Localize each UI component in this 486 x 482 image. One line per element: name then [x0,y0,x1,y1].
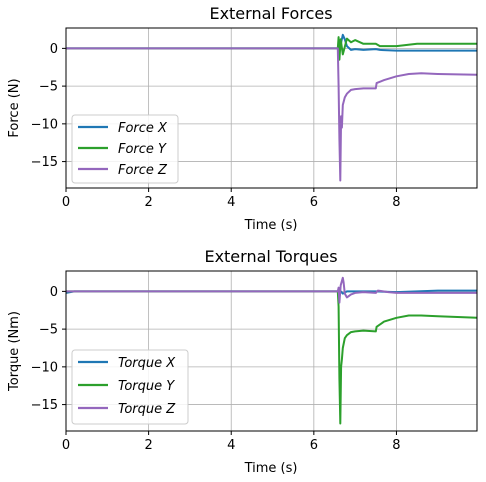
torques-legend-box [71,349,189,425]
y-tick-label: −5 [39,323,58,338]
x-tick-label: 6 [310,438,318,453]
legend-label-torque-y: Torque Y [118,379,175,394]
forces-legend-box [71,114,179,184]
x-tick-label: 2 [144,195,152,210]
torques-title: External Torques [204,247,337,266]
x-tick-label: 0 [62,438,70,453]
y-tick-label: −15 [31,155,58,170]
x-tick-label: 4 [227,438,235,453]
y-tick-label: 0 [50,42,58,57]
x-tick-label: 0 [62,195,70,210]
legend-label-torque-z: Torque Z [118,402,176,417]
series-line-force-z [66,47,478,182]
torques-plot-area [65,276,478,425]
x-tick-label: 8 [392,438,400,453]
torques-y-axis-label: Torque (Nm) [7,311,22,392]
series-line-force-y [66,36,477,61]
forces-legend: Force X Force Y Force Z [71,114,179,184]
torques-legend: Torque X Torque Y Torque Z [71,349,189,425]
legend-label-torque-x: Torque X [118,356,176,371]
forces-x-ticks: 0 2 4 6 8 [62,188,401,210]
forces-y-axis-label: Force (N) [7,78,22,137]
y-tick-label: −10 [31,360,58,375]
torques-x-axis-label: Time (s) [244,461,298,476]
torques-subplot: External Torques 0 2 4 6 8 0 −5 −10 −15 Time (s… [7,247,478,476]
forces-axes-frame [65,27,478,189]
forces-x-axis-label: Time (s) [244,218,298,233]
x-tick-label: 8 [392,195,400,210]
series-line-torque-y [66,290,478,425]
x-tick-label: 6 [310,195,318,210]
forces-plot-area [66,33,478,182]
y-tick-label: −5 [39,80,58,95]
x-tick-label: 4 [227,195,235,210]
y-tick-label: −10 [31,117,58,132]
forces-subplot: External Forces 0 2 4 6 8 0 −5 −10 −15 Time (s)… [7,4,478,233]
y-tick-label: 0 [50,285,58,300]
y-tick-label: −15 [31,398,58,413]
torques-axes-frame [65,270,478,432]
series-line-torque-z [66,276,477,304]
legend-label-force-z: Force Z [118,163,168,178]
forces-title: External Forces [209,4,332,23]
x-tick-label: 2 [144,438,152,453]
legend-label-force-x: Force X [118,121,168,136]
forces-y-ticks: 0 −5 −10 −15 [31,42,66,170]
torques-y-ticks: 0 −5 −10 −15 [31,285,66,413]
legend-label-force-y: Force Y [118,142,167,157]
torques-x-ticks: 0 2 4 6 8 [62,431,401,453]
